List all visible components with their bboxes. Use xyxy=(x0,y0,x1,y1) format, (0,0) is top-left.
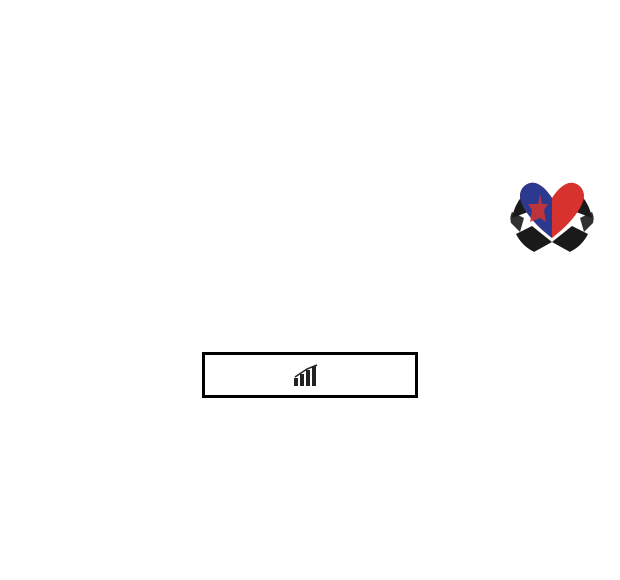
left-team-badges xyxy=(8,118,128,214)
right-team-badges xyxy=(492,118,612,256)
page-title xyxy=(0,0,620,45)
brand-box xyxy=(202,352,418,398)
blank-ellipse-icon xyxy=(500,118,604,154)
heart-crest-icon xyxy=(520,182,584,238)
club-crest-icon xyxy=(502,172,602,256)
comparison-infographic xyxy=(0,0,620,580)
blank-ellipse-icon xyxy=(16,118,120,154)
bar-chart-icon xyxy=(294,364,320,386)
blank-ellipse-icon xyxy=(23,184,113,214)
